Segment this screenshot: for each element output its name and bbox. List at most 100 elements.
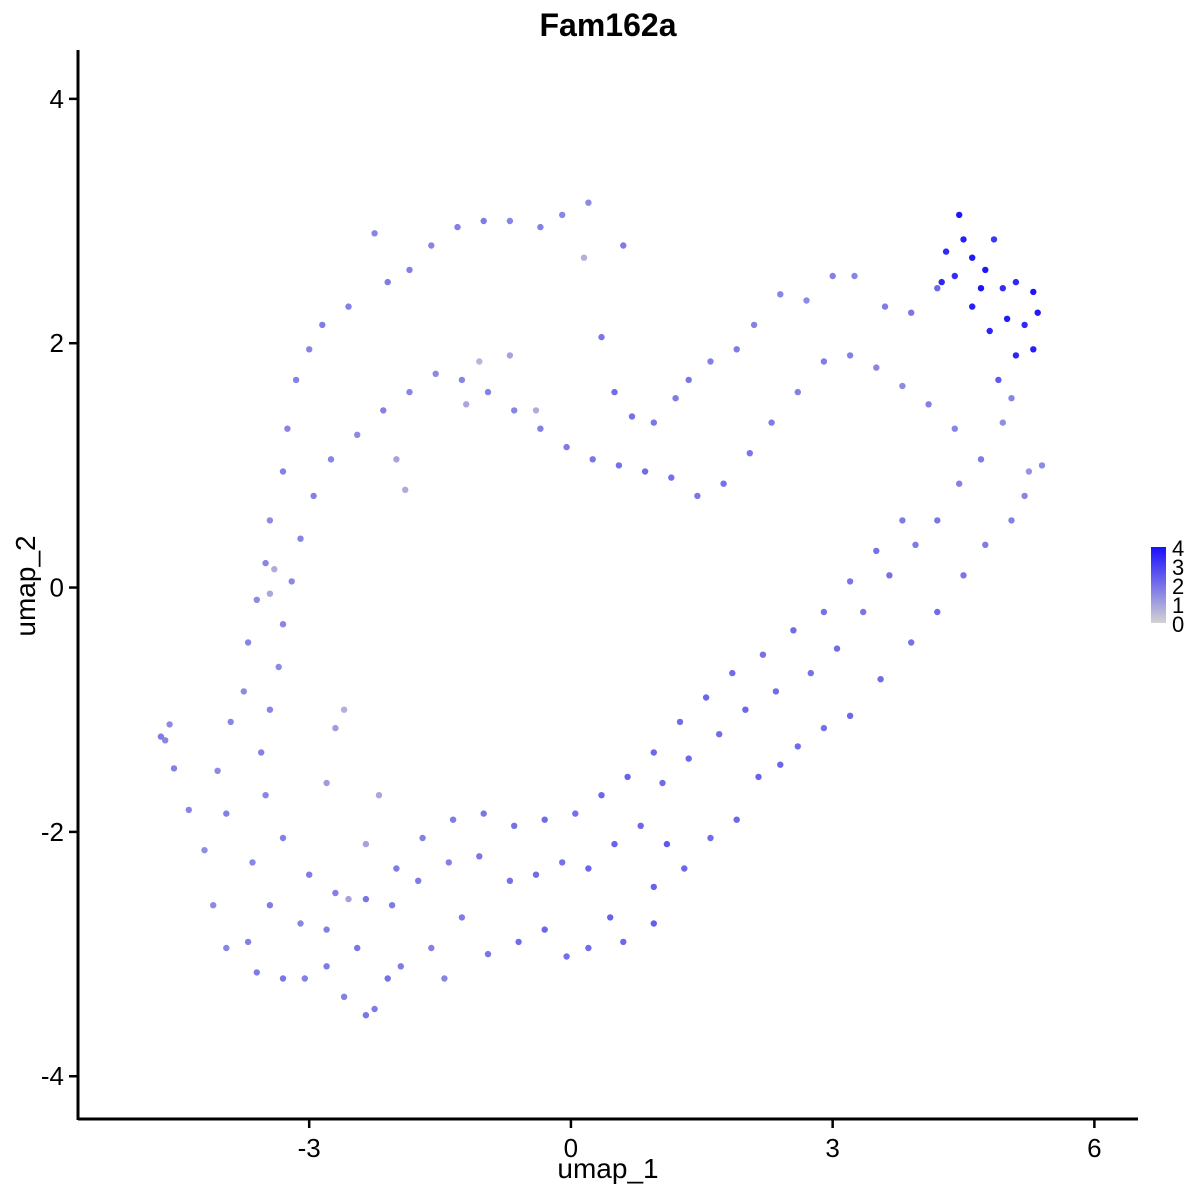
cell-point <box>742 706 749 713</box>
cell-point <box>628 413 636 420</box>
cell-point <box>537 425 544 432</box>
cell-point <box>279 975 287 982</box>
color-legend-label: 4 <box>1172 536 1184 561</box>
x-axis: -3 0 3 6 <box>78 1117 1138 1163</box>
cell-point <box>559 211 566 219</box>
cell-point <box>860 608 867 616</box>
x-tick-label: 0 <box>564 1133 578 1163</box>
cell-point <box>362 1012 370 1019</box>
cell-point <box>925 401 932 408</box>
cell-point <box>707 358 714 365</box>
cell-point <box>672 395 679 402</box>
cell-point <box>506 352 514 359</box>
cell-point <box>323 926 330 933</box>
cell-point <box>982 541 989 548</box>
cell-point <box>668 474 675 481</box>
cell-point <box>611 388 618 396</box>
cell-point <box>253 596 260 603</box>
cell-point <box>563 443 570 451</box>
cell-point <box>969 254 976 261</box>
cell-point <box>354 431 361 438</box>
cell-point <box>1012 278 1020 286</box>
cell-point <box>624 773 631 781</box>
cell-point <box>755 773 762 781</box>
cell-point <box>650 920 657 927</box>
cell-point <box>323 963 330 970</box>
cell-point <box>506 217 514 225</box>
cell-point <box>266 590 274 597</box>
cell-point <box>995 376 1002 384</box>
cell-point <box>598 792 605 799</box>
cell-point <box>820 608 828 616</box>
cell-point <box>681 865 688 872</box>
cell-point <box>345 303 352 310</box>
cell-point <box>432 370 439 377</box>
cell-point <box>951 272 958 280</box>
cell-point <box>1034 309 1041 316</box>
cell-point <box>585 199 592 206</box>
cell-point <box>873 547 880 555</box>
cell-point <box>641 468 649 475</box>
cell-point <box>585 944 592 952</box>
cell-point <box>877 676 884 683</box>
cell-point <box>262 792 269 799</box>
cell-point <box>393 865 400 872</box>
x-axis-label: umap_1 <box>557 1153 658 1184</box>
cell-point <box>589 456 596 463</box>
cell-point <box>873 364 880 371</box>
cell-point <box>227 718 234 726</box>
cell-point <box>969 303 976 310</box>
y-tick-label: -4 <box>41 1061 64 1091</box>
cell-point <box>441 975 448 982</box>
cell-point <box>327 456 335 463</box>
cell-point <box>157 733 165 740</box>
cell-point <box>951 425 958 432</box>
cell-point <box>650 749 657 756</box>
cell-point <box>956 211 963 219</box>
cell-point <box>511 407 518 414</box>
cell-point <box>306 871 313 878</box>
cell-point <box>506 877 514 884</box>
cell-point <box>375 792 383 799</box>
cell-point <box>537 223 544 231</box>
cell-point <box>620 242 627 249</box>
scatter-points <box>157 199 1046 1019</box>
cell-point <box>829 272 836 280</box>
cell-point <box>297 535 304 542</box>
y-axis: -4 -2 0 2 4 <box>41 50 80 1120</box>
cell-point <box>279 834 287 842</box>
cell-point <box>999 419 1006 426</box>
cell-point <box>768 419 775 426</box>
cell-point <box>833 645 841 652</box>
cell-point <box>384 278 391 286</box>
cell-point <box>419 834 426 842</box>
color-legend-label: 2 <box>1172 574 1184 599</box>
cell-point <box>650 883 657 891</box>
cell-point <box>759 651 767 658</box>
cell-point <box>720 480 727 487</box>
cell-point <box>912 541 919 548</box>
cell-point <box>790 627 797 634</box>
cell-point <box>716 731 723 738</box>
cell-point <box>345 895 352 903</box>
cell-point <box>899 382 906 390</box>
cell-point <box>846 578 854 585</box>
cell-point <box>354 944 361 952</box>
cell-point <box>960 572 967 579</box>
cell-point <box>380 407 387 414</box>
cell-point <box>166 721 173 728</box>
cell-point <box>956 480 963 487</box>
cell-point <box>650 419 657 426</box>
cell-point <box>820 724 828 732</box>
cell-point <box>480 217 487 225</box>
cell-point <box>934 608 941 616</box>
cell-point <box>934 517 941 524</box>
cell-point <box>406 266 413 274</box>
cell-point <box>908 639 915 646</box>
cell-point <box>777 291 784 298</box>
cell-point <box>611 840 618 848</box>
cell-point <box>886 572 893 579</box>
cell-point <box>580 254 588 261</box>
